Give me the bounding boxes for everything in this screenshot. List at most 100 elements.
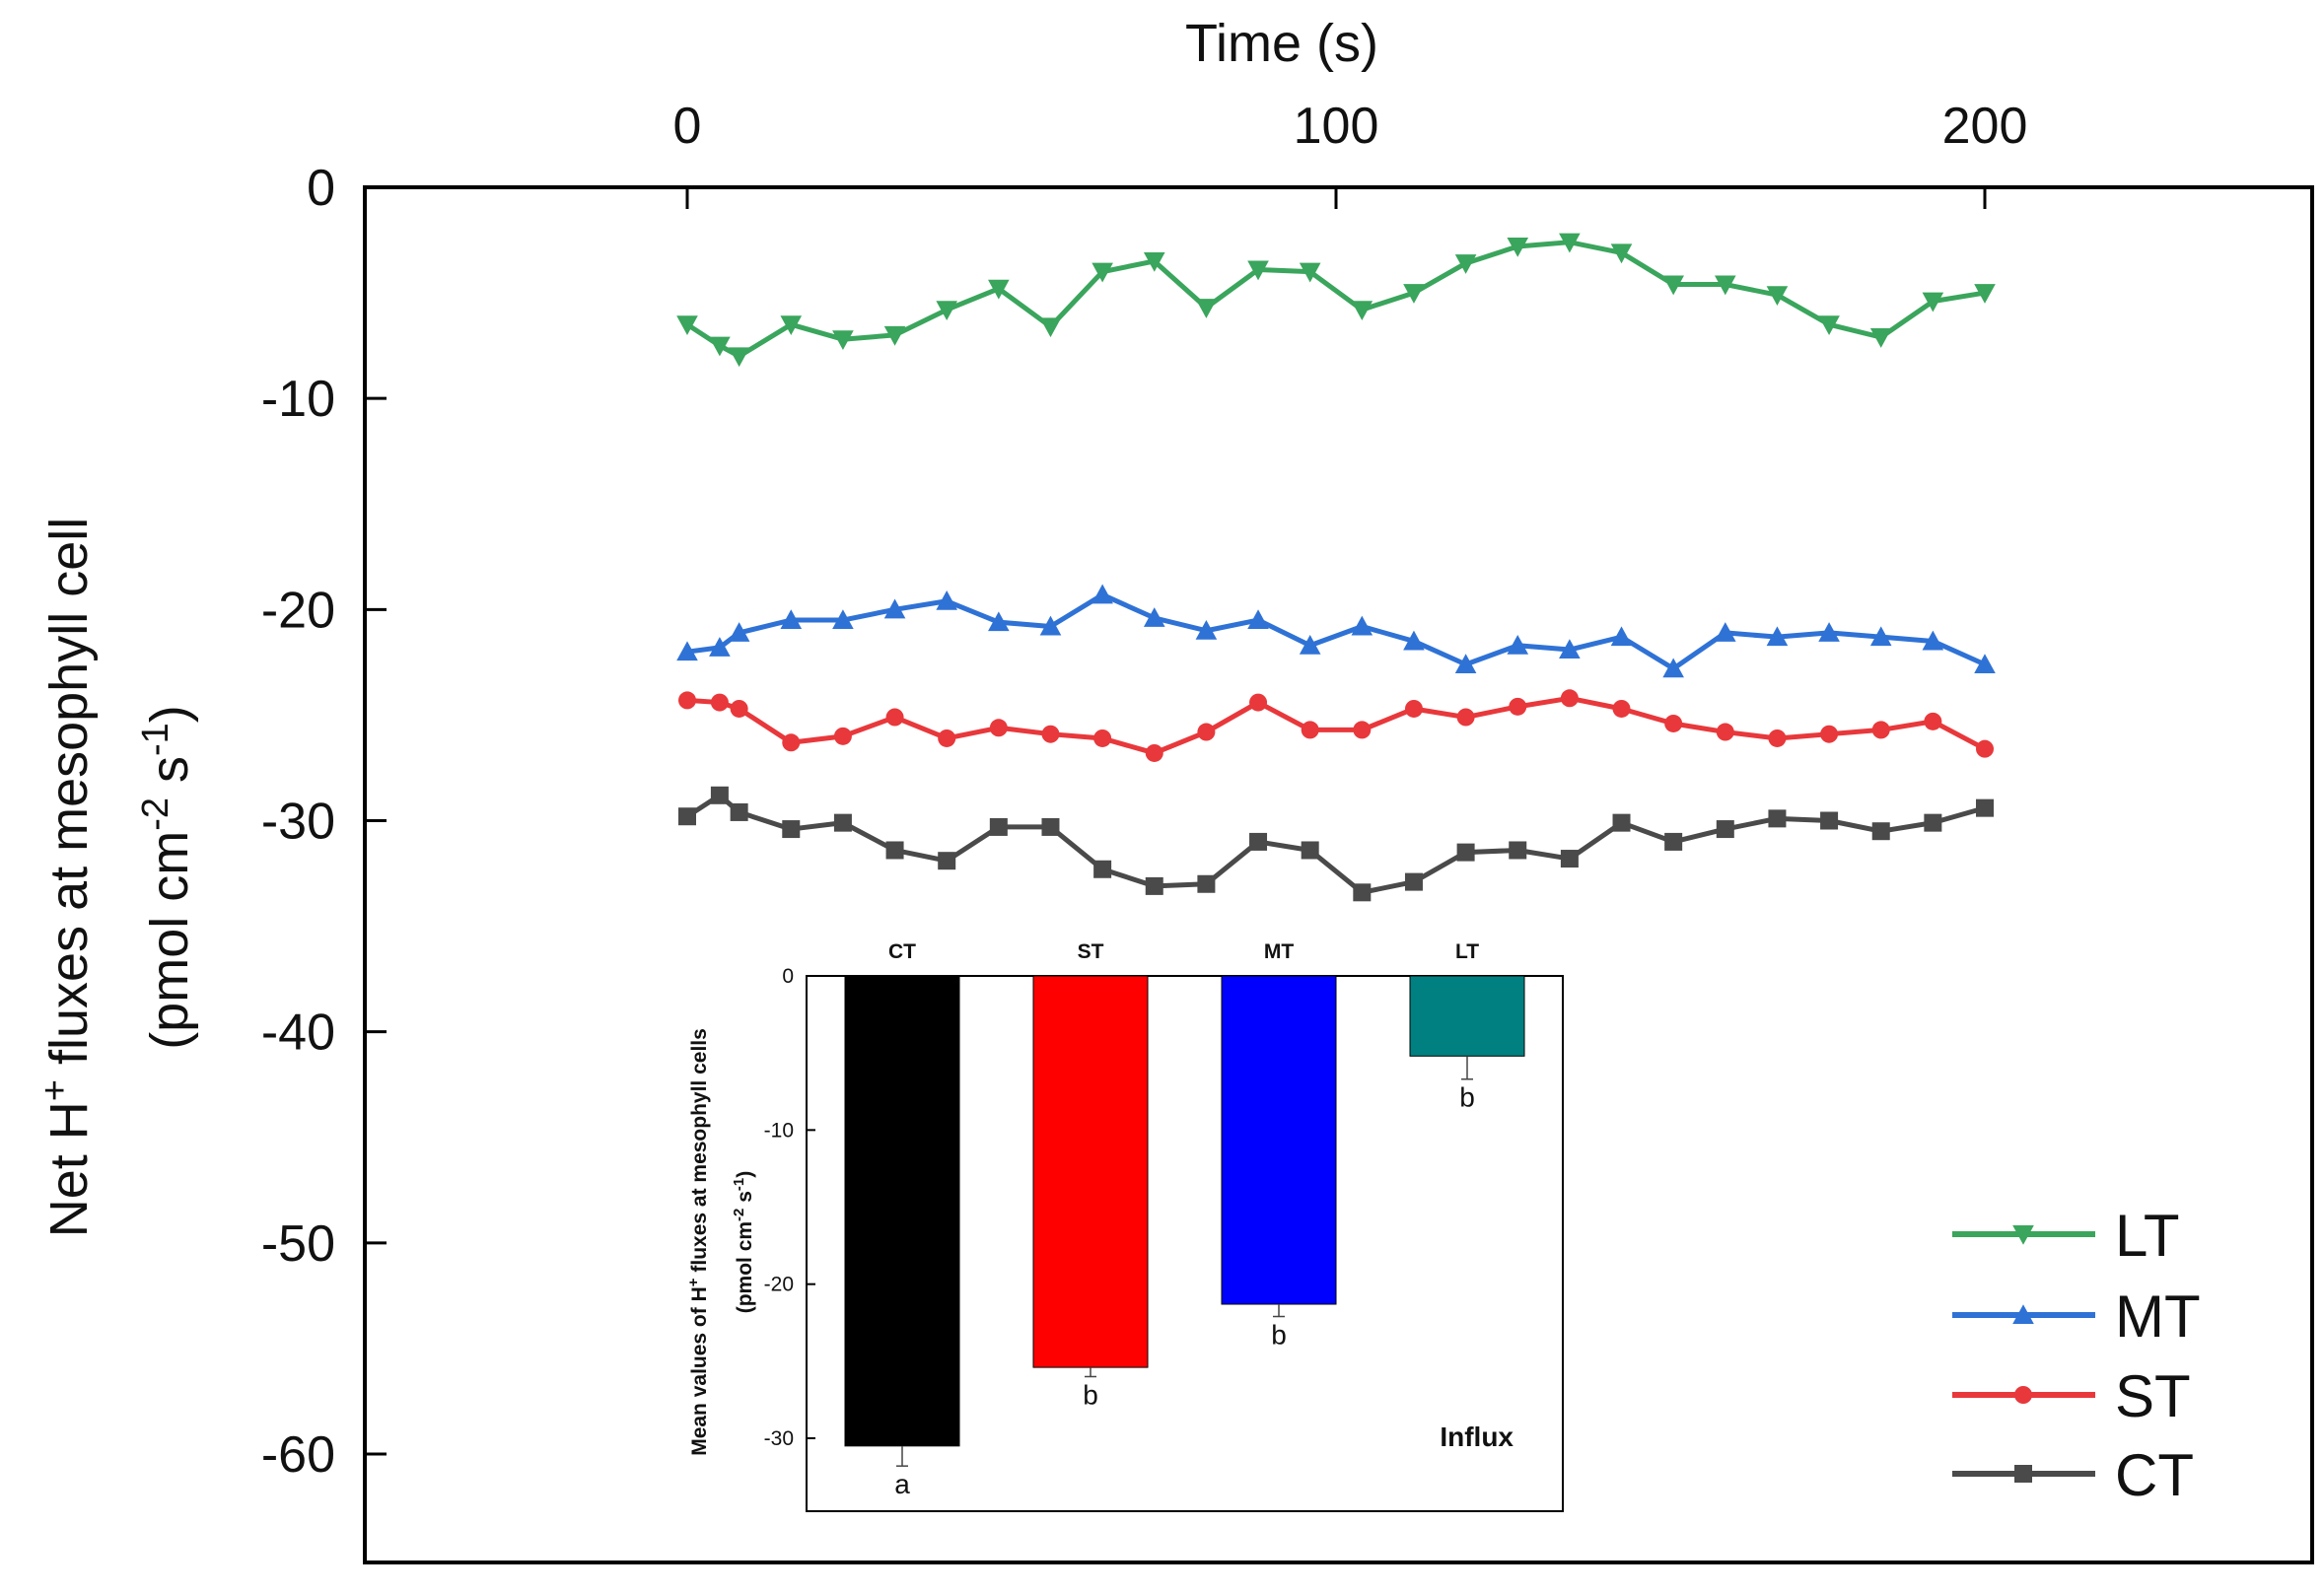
data-point-lt bbox=[1507, 237, 1529, 257]
bar-mt bbox=[1221, 975, 1337, 1305]
data-point-ct bbox=[1197, 874, 1216, 893]
legend-label-ct: CT bbox=[2115, 1442, 2194, 1508]
inset-y-tick-label: -20 bbox=[764, 1274, 794, 1296]
inset-ylabel-sup1: -2 bbox=[731, 1209, 747, 1221]
series-lt bbox=[676, 233, 1996, 368]
inset-ylabel-prefix: Mean values of H bbox=[688, 1286, 711, 1456]
inset-ylabel-suffix: fluxes at mesophyll cells bbox=[688, 1028, 711, 1278]
data-point-ct bbox=[1145, 876, 1163, 895]
data-point-st bbox=[1924, 712, 1942, 730]
data-point-ct bbox=[1976, 798, 1994, 817]
data-point-lt bbox=[1610, 243, 1633, 264]
data-point-lt bbox=[676, 315, 698, 336]
data-point-st bbox=[885, 708, 904, 727]
y-tick-label: -10 bbox=[261, 371, 335, 428]
main-ylabel-prefix: Net H bbox=[39, 1101, 99, 1237]
data-point-mt bbox=[988, 611, 1010, 632]
data-point-ct bbox=[710, 786, 729, 804]
data-point-mt bbox=[780, 609, 803, 630]
inset-ylabel-open: (pmol cm bbox=[734, 1221, 756, 1313]
data-point-mt bbox=[1974, 654, 1996, 674]
inset-category-label-st: ST bbox=[1078, 940, 1104, 963]
data-point-lt bbox=[1922, 292, 1944, 312]
data-point-lt bbox=[988, 279, 1010, 300]
main-x-axis-title: Time (s) bbox=[1185, 14, 1378, 73]
data-point-ct bbox=[1664, 832, 1683, 851]
main-series-group bbox=[676, 233, 1996, 902]
main-ylabel-sup1: -2 bbox=[135, 798, 176, 831]
data-point-st bbox=[1456, 708, 1475, 727]
data-point-st bbox=[1041, 725, 1060, 743]
data-point-ct bbox=[1249, 832, 1268, 851]
inset-category-labels: CT ST MT LT bbox=[888, 940, 1479, 963]
main-ylabel-close: ) bbox=[140, 705, 199, 723]
data-point-lt bbox=[1039, 317, 1062, 338]
data-point-st bbox=[1353, 721, 1372, 739]
x-tick-label: 200 bbox=[1942, 98, 2028, 155]
bar-lt bbox=[1409, 975, 1525, 1057]
data-point-st bbox=[989, 719, 1008, 737]
series-mt bbox=[676, 584, 1996, 678]
main-x-axis: 0 100 200 bbox=[673, 98, 2028, 209]
data-point-ct bbox=[1871, 822, 1890, 841]
legend-marker-mt bbox=[2012, 1304, 2034, 1324]
significance-label-ct: a bbox=[894, 1469, 910, 1499]
data-point-ct bbox=[833, 813, 852, 832]
data-point-st bbox=[678, 691, 696, 710]
data-point-ct bbox=[1924, 813, 1942, 832]
data-point-lt bbox=[1559, 233, 1581, 253]
data-point-mt bbox=[1662, 658, 1684, 678]
data-point-lt bbox=[936, 301, 957, 321]
inset-ylabel-sup2: -1 bbox=[731, 1178, 747, 1191]
bar-ct bbox=[844, 975, 960, 1447]
y-tick-label: -40 bbox=[261, 1005, 335, 1062]
main-plot-frame bbox=[363, 185, 2314, 1564]
data-point-st bbox=[1612, 699, 1631, 718]
data-point-st bbox=[1301, 721, 1319, 739]
data-point-lt bbox=[832, 330, 854, 350]
legend-label-st: ST bbox=[2115, 1363, 2191, 1429]
inset-ylabel-sup: + bbox=[685, 1278, 702, 1286]
data-point-lt bbox=[1092, 262, 1113, 283]
data-point-st bbox=[710, 693, 729, 712]
data-point-st bbox=[1976, 739, 1994, 758]
data-point-mt bbox=[1247, 609, 1269, 630]
data-point-ct bbox=[885, 841, 904, 860]
data-point-mt bbox=[1715, 622, 1736, 642]
data-point-lt bbox=[1715, 275, 1736, 296]
data-point-lt bbox=[1869, 328, 1892, 348]
data-point-ct bbox=[1404, 872, 1423, 891]
data-point-st bbox=[938, 728, 956, 747]
data-point-st bbox=[730, 699, 748, 718]
inset-category-label-mt: MT bbox=[1264, 940, 1294, 963]
data-point-lt bbox=[1143, 251, 1165, 272]
bar-st bbox=[1032, 975, 1149, 1368]
data-point-st bbox=[1768, 728, 1787, 747]
data-point-mt bbox=[1454, 654, 1477, 674]
data-point-ct bbox=[1456, 843, 1475, 862]
data-point-mt bbox=[1039, 615, 1062, 636]
main-y-axis: 0 -10 -20 -30 -40 -50 -60 bbox=[261, 160, 387, 1484]
data-point-st bbox=[1404, 699, 1423, 718]
main-y-axis-title-line1: Net H+ fluxes at mesophyll cell bbox=[35, 518, 99, 1238]
data-point-st bbox=[833, 727, 852, 745]
data-point-st bbox=[1093, 728, 1112, 747]
data-point-lt bbox=[1662, 275, 1684, 296]
legend-label-mt: MT bbox=[2115, 1283, 2201, 1350]
y-tick-label: -60 bbox=[261, 1426, 335, 1484]
series-st bbox=[678, 689, 1994, 762]
inset-y-tick-label: -30 bbox=[764, 1427, 794, 1450]
data-point-mt bbox=[1195, 619, 1218, 640]
data-point-lt bbox=[1299, 262, 1321, 283]
data-point-ct bbox=[678, 807, 696, 826]
data-point-mt bbox=[1351, 615, 1373, 636]
data-point-mt bbox=[1869, 626, 1892, 647]
data-point-st bbox=[1560, 689, 1579, 708]
data-point-st bbox=[1145, 743, 1163, 762]
data-point-lt bbox=[1766, 286, 1789, 307]
data-point-lt bbox=[1403, 284, 1425, 304]
data-point-st bbox=[1871, 721, 1890, 739]
data-point-mt bbox=[1092, 584, 1113, 604]
data-point-mt bbox=[709, 637, 731, 657]
